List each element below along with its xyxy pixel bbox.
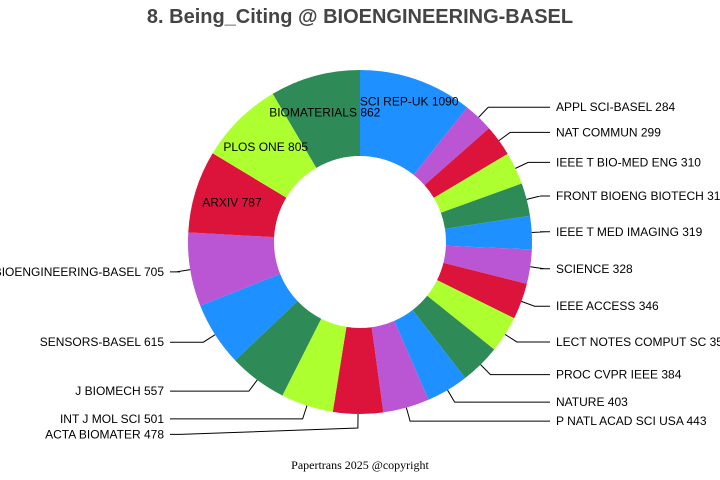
label-nature: NATURE 403 — [556, 395, 628, 409]
slice-appl-sci-basel — [413, 107, 490, 186]
leader-ieee-t-bio-med-eng — [515, 161, 550, 169]
leader-nature — [447, 389, 550, 403]
slice-arxiv — [188, 153, 287, 238]
leader-proc-cvpr-ieee — [480, 364, 550, 376]
label-bioengineering-basel: BIOENGINEERING-BASEL 705 — [0, 265, 164, 279]
leader-int-j-mol-sci — [170, 405, 308, 420]
label-sensors-basel: SENSORS-BASEL 615 — [40, 335, 165, 349]
leader-acta-biomater — [170, 413, 359, 435]
slice-nat-commun — [424, 128, 508, 198]
label-nat-commun: NAT COMMUN 299 — [556, 125, 661, 139]
slice-lect-notes-comput-sc — [427, 280, 515, 350]
leader-ieee-access — [521, 300, 550, 307]
leader-j-biomech — [170, 379, 258, 392]
slice-bioengineering-basel — [188, 232, 281, 306]
slice-sci-rep-uk — [360, 70, 468, 175]
leader-front-bioeng-biotech — [526, 195, 550, 200]
label-sci-rep-uk: SCI REP-UK 1090 — [360, 94, 459, 108]
leader-science — [530, 266, 550, 270]
leader-bioengineering-basel — [170, 269, 191, 273]
slice-science — [443, 245, 532, 284]
label-p-natl-acad-sci-usa: P NATL ACAD SCI USA 443 — [556, 414, 707, 428]
label-lect-notes-comput-sc: LECT NOTES COMPUT SC 350 — [556, 335, 720, 349]
leader-ieee-t-med-imaging — [531, 231, 550, 234]
label-front-bioeng-biotech: FRONT BIOENG BIOTECH 313 — [556, 189, 720, 203]
slice-acta-biomater — [332, 326, 384, 414]
leader-appl-sci-basel — [478, 106, 550, 118]
copyright-footer: Papertrans 2025 @copyright — [291, 458, 429, 472]
slice-j-biomech — [235, 301, 322, 396]
leader-sensors-basel — [170, 334, 216, 343]
label-arxiv: ARXIV 787 — [202, 196, 262, 210]
label-biomaterials: BIOMATERIALS 862 — [269, 106, 380, 120]
slice-front-bioeng-biotech — [440, 183, 530, 229]
label-plos-one: PLOS ONE 805 — [223, 140, 308, 154]
label-appl-sci-basel: APPL SCI-BASEL 284 — [556, 100, 676, 114]
slice-biomaterials — [272, 70, 360, 168]
label-ieee-t-bio-med-eng: IEEE T BIO-MED ENG 310 — [556, 155, 701, 169]
chart-title: 8. Being_Citing @ BIOENGINEERING-BASEL — [146, 6, 574, 28]
slice-ieee-t-med-imaging — [444, 215, 532, 250]
leader-nat-commun — [498, 131, 550, 142]
label-ieee-t-med-imaging: IEEE T MED IMAGING 319 — [556, 225, 703, 239]
label-acta-biomater: ACTA BIOMATER 478 — [45, 427, 164, 441]
slice-sensors-basel — [200, 273, 298, 361]
label-ieee-access: IEEE ACCESS 346 — [556, 299, 659, 313]
slice-ieee-t-bio-med-eng — [433, 153, 522, 213]
label-j-biomech: J BIOMECH 557 — [75, 384, 164, 398]
label-proc-cvpr-ieee: PROC CVPR IEEE 384 — [556, 368, 682, 382]
label-int-j-mol-sci: INT J MOL SCI 501 — [60, 412, 164, 426]
slice-proc-cvpr-ieee — [412, 295, 495, 379]
slice-nature — [394, 310, 466, 400]
label-science: SCIENCE 328 — [556, 262, 633, 276]
leader-p-natl-acad-sci-usa — [405, 407, 550, 422]
slice-p-natl-acad-sci-usa — [371, 320, 429, 413]
slice-plos-one — [212, 93, 317, 198]
slice-ieee-access — [437, 262, 527, 319]
leader-lect-notes-comput-sc — [504, 334, 550, 343]
slice-int-j-mol-sci — [282, 318, 347, 412]
